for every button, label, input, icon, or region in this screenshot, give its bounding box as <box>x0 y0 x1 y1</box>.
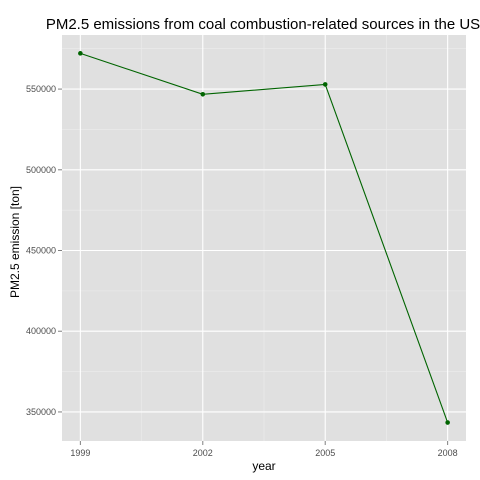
x-tick-label: 1999 <box>70 448 90 458</box>
chart-title: PM2.5 emissions from coal combustion-rel… <box>46 16 480 33</box>
data-point <box>445 420 450 425</box>
x-axis-title: year <box>252 459 275 473</box>
x-tick-label: 2002 <box>193 448 213 458</box>
data-point <box>78 51 83 56</box>
data-point <box>323 82 328 87</box>
y-tick-label: 450000 <box>26 246 56 256</box>
y-tick-label: 350000 <box>26 407 56 417</box>
data-point <box>200 92 205 97</box>
y-axis-title: PM2.5 emission [ton] <box>8 186 22 298</box>
x-tick-label: 2005 <box>315 448 335 458</box>
y-tick-label: 400000 <box>26 326 56 336</box>
y-tick-label: 500000 <box>26 165 56 175</box>
y-tick-label: 550000 <box>26 84 56 94</box>
x-tick-label: 2008 <box>438 448 458 458</box>
